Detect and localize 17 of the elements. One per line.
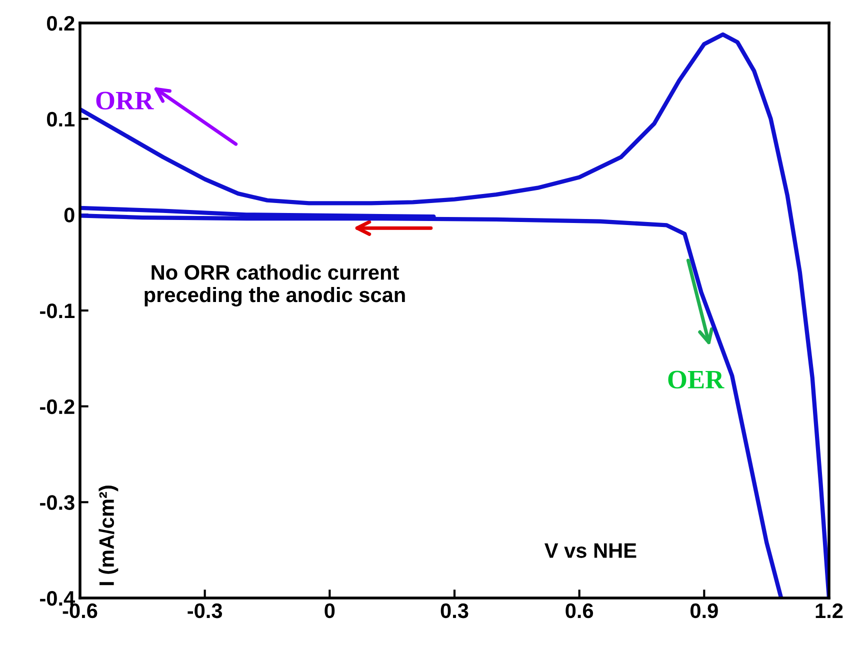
y-tick-label: 0.1 <box>47 112 75 127</box>
annotation: No ORR cathodic current preceding the anodic scan <box>144 264 405 306</box>
y-tick-label: -0.3 <box>40 495 74 510</box>
x-axis-title: V vs NHE <box>544 543 636 558</box>
y-axis-title: I (mA/cm²) <box>98 486 118 586</box>
x-tick-label: 0.3 <box>440 603 468 618</box>
x-tick-label: 0 <box>324 603 335 618</box>
y-tick-label: 0 <box>64 208 74 222</box>
x-tick-label: -0.3 <box>188 603 222 618</box>
y-tick-label: 0.2 <box>47 16 74 31</box>
x-tick-label: 1.2 <box>816 603 843 618</box>
x-tick-label: 0.6 <box>566 603 594 618</box>
y-tick-label: -0.1 <box>40 304 75 318</box>
annotation: ORR <box>96 92 154 110</box>
y-tick-label: -0.2 <box>40 399 74 414</box>
annotation: OER <box>668 370 724 389</box>
x-tick-label: 0.9 <box>690 603 718 618</box>
